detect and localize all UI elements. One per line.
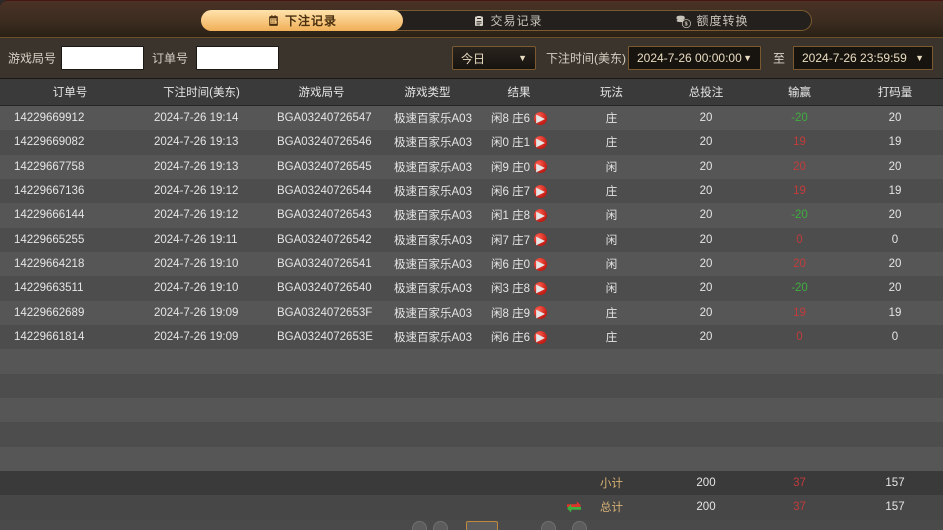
svg-text:$: $ (685, 21, 689, 27)
